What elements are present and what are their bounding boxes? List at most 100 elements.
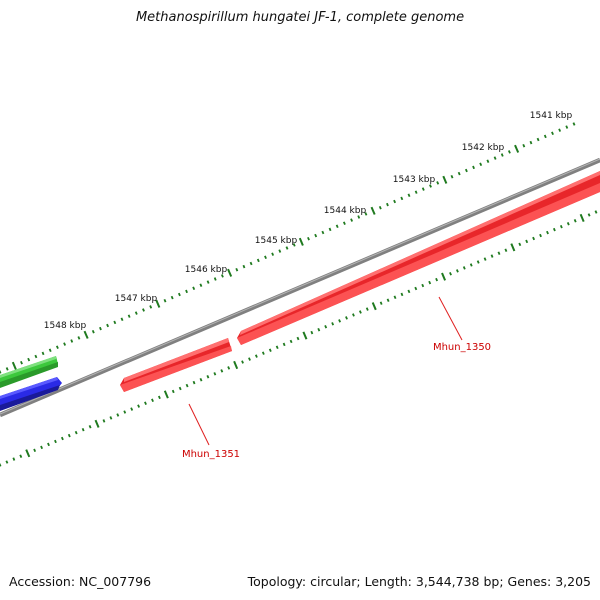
minor-tick xyxy=(12,457,16,461)
minor-tick xyxy=(157,395,161,400)
minor-tick xyxy=(551,131,554,136)
minor-tick xyxy=(109,416,113,420)
minor-tick xyxy=(185,289,188,294)
minor-tick xyxy=(149,305,153,309)
minor-tick xyxy=(91,329,95,334)
scale-label-1542: 1542 kbp xyxy=(462,143,505,153)
major-tick xyxy=(11,361,17,370)
minor-tick xyxy=(552,227,556,232)
minor-tick xyxy=(490,254,494,258)
minor-tick xyxy=(566,222,570,226)
minor-tick xyxy=(310,330,314,335)
minor-tick xyxy=(317,327,321,332)
minor-tick xyxy=(469,263,473,267)
major-tick xyxy=(25,449,31,458)
major-tick xyxy=(442,175,448,184)
minor-tick xyxy=(5,367,9,371)
minor-tick xyxy=(106,323,110,328)
minor-tick xyxy=(572,122,576,126)
minor-tick xyxy=(5,460,9,464)
minor-tick xyxy=(264,255,267,260)
minor-tick xyxy=(350,218,354,222)
minor-tick xyxy=(171,389,175,394)
minor-tick xyxy=(55,345,59,349)
minor-tick xyxy=(414,286,418,291)
green-feature-arrow[interactable] xyxy=(0,356,58,388)
major-tick xyxy=(510,243,516,252)
minor-tick xyxy=(573,219,577,223)
gene-mhun-1351-leader xyxy=(188,403,210,446)
minor-tick xyxy=(338,319,342,323)
minor-tick xyxy=(120,317,124,322)
genome-summary-text: Topology: circular; Length: 3,544,738 bp… xyxy=(247,574,591,589)
minor-tick xyxy=(565,125,569,129)
major-tick xyxy=(163,390,169,399)
minor-tick xyxy=(275,345,279,350)
minor-tick xyxy=(342,221,346,225)
minor-tick xyxy=(559,224,563,229)
minor-tick xyxy=(407,193,411,198)
minor-tick xyxy=(314,233,318,238)
minor-tick xyxy=(407,289,411,294)
minor-tick xyxy=(307,236,310,241)
minor-tick xyxy=(457,171,461,176)
major-tick xyxy=(514,144,520,153)
minor-tick xyxy=(493,156,497,160)
minor-tick xyxy=(522,143,526,148)
minor-tick xyxy=(248,357,251,361)
minor-tick xyxy=(220,369,224,373)
major-tick xyxy=(298,237,304,246)
scale-label-1544: 1544 kbp xyxy=(324,206,367,216)
minor-tick xyxy=(261,351,265,355)
minor-tick xyxy=(134,311,138,315)
major-tick xyxy=(94,419,100,428)
minor-tick xyxy=(27,357,31,362)
minor-tick xyxy=(151,398,154,403)
minor-tick xyxy=(170,295,174,300)
major-tick xyxy=(441,272,447,281)
gene-label-mhun-1350[interactable]: Mhun_1350 xyxy=(433,342,491,353)
minor-tick xyxy=(428,280,432,285)
gene-mhun-1350-arrow[interactable] xyxy=(237,171,600,345)
minor-tick xyxy=(74,430,78,435)
minor-tick xyxy=(177,292,181,297)
minor-tick xyxy=(546,230,549,235)
gene-label-mhun-1351[interactable]: Mhun_1351 xyxy=(182,449,240,460)
major-tick xyxy=(302,331,308,340)
minor-tick xyxy=(249,261,253,266)
minor-tick xyxy=(379,301,383,305)
minor-tick xyxy=(504,248,508,252)
minor-tick xyxy=(268,348,272,352)
minor-tick xyxy=(365,307,369,311)
minor-tick xyxy=(472,165,475,170)
minor-tick xyxy=(19,454,23,458)
minor-tick xyxy=(435,277,439,282)
accession-text: Accession: NC_007796 xyxy=(9,574,152,589)
major-tick xyxy=(227,268,233,277)
minor-tick xyxy=(386,202,389,207)
genome-backbone-highlight xyxy=(0,158,600,415)
minor-tick xyxy=(483,257,487,261)
scale-label-1543: 1543 kbp xyxy=(393,175,436,185)
major-tick xyxy=(371,302,377,311)
minor-tick xyxy=(242,264,246,269)
minor-tick xyxy=(429,184,432,188)
gene-mhun-1351-arrow[interactable] xyxy=(120,338,232,392)
minor-tick xyxy=(81,427,85,432)
minor-tick xyxy=(378,205,382,210)
minor-tick xyxy=(529,140,533,145)
minor-tick xyxy=(486,159,490,163)
minor-tick xyxy=(400,196,404,201)
blue-feature-arrow[interactable] xyxy=(0,377,62,411)
minor-tick xyxy=(479,162,483,167)
minor-tick xyxy=(60,436,64,441)
minor-tick xyxy=(20,360,23,365)
minor-tick xyxy=(271,252,275,256)
minor-tick xyxy=(296,336,300,341)
minor-tick xyxy=(34,354,38,359)
genome-backbone xyxy=(0,157,600,418)
minor-tick xyxy=(206,375,210,379)
minor-tick xyxy=(241,360,244,364)
minor-tick xyxy=(213,277,217,281)
